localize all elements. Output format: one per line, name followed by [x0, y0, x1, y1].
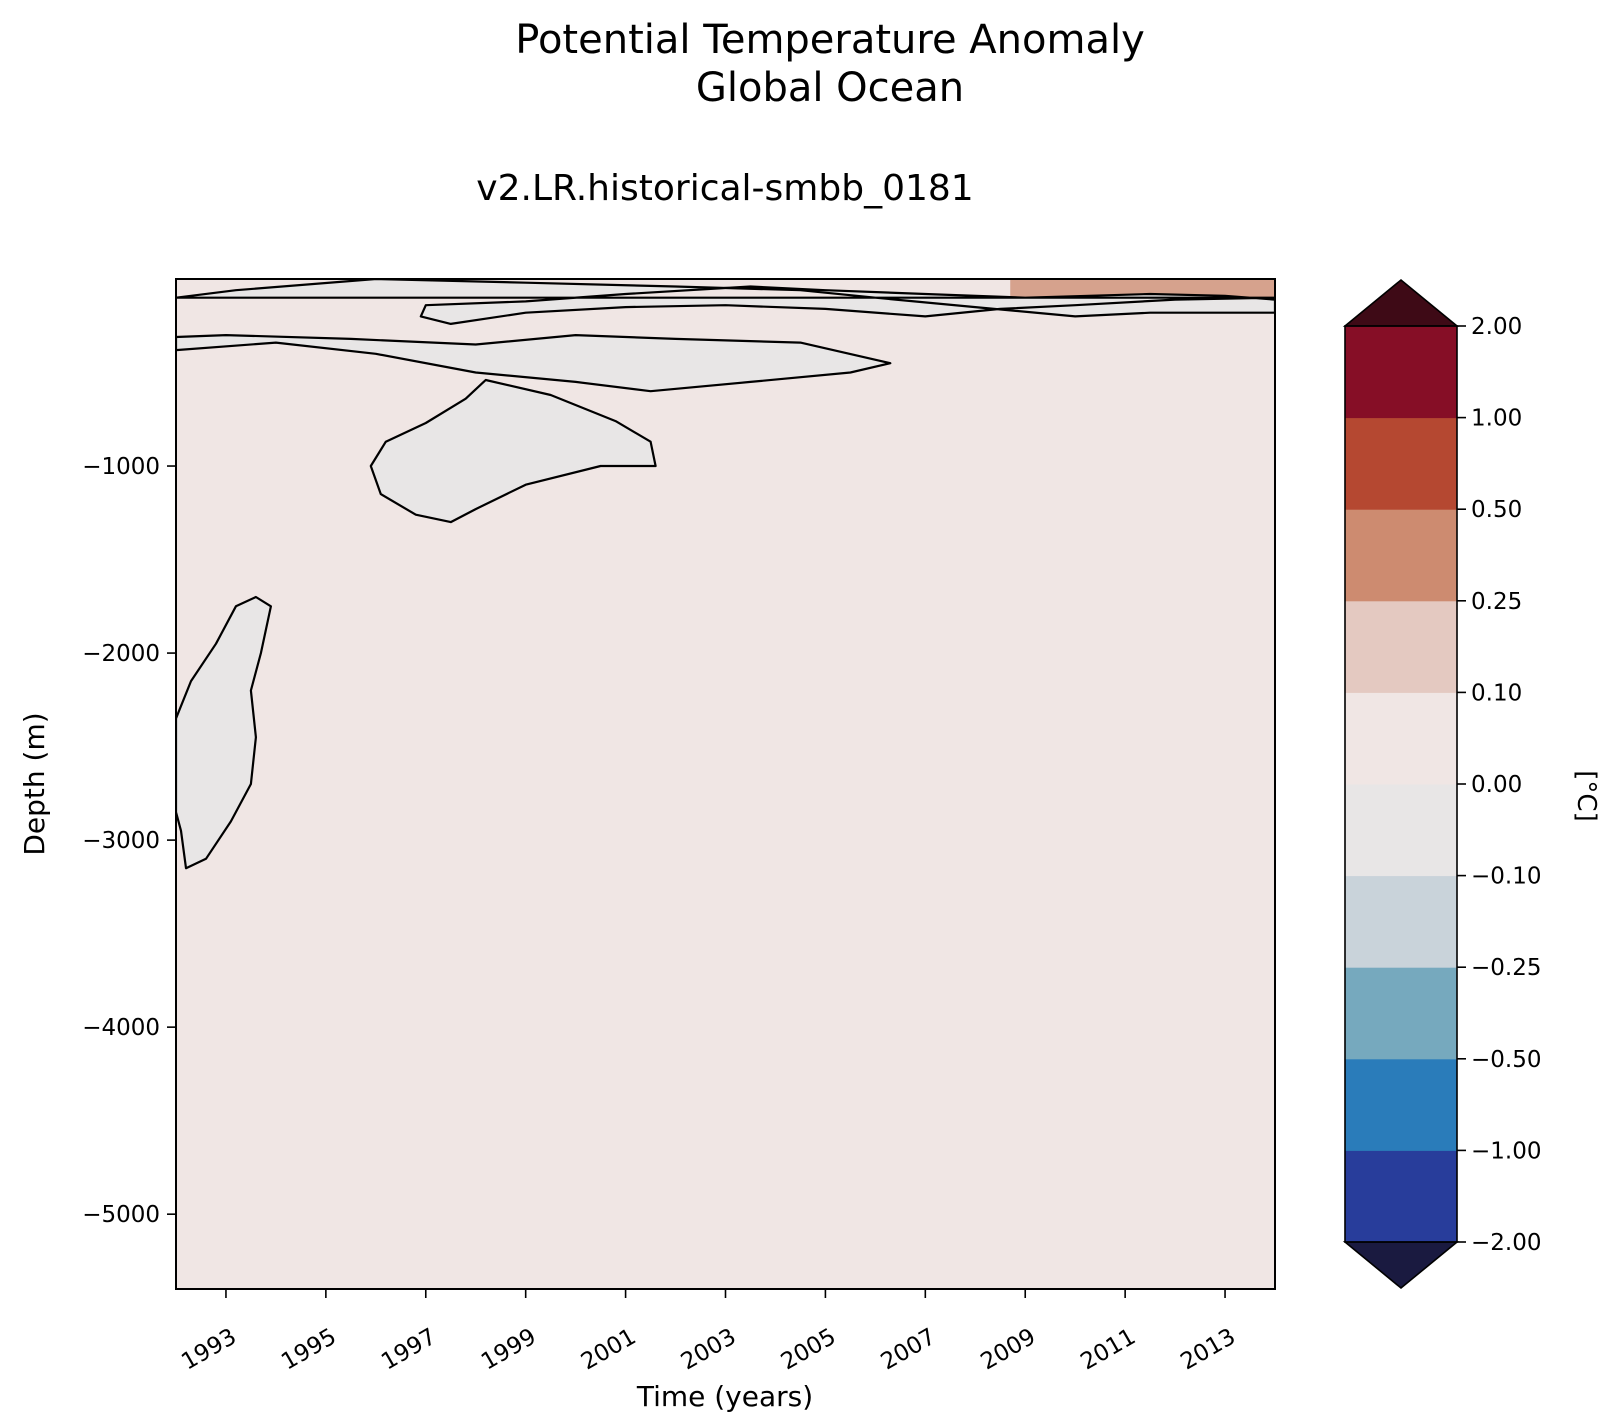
x-tick-label: 1997 — [377, 1324, 441, 1376]
y-tick-label: −2000 — [82, 641, 160, 667]
x-axis-label: Time (years) — [636, 1380, 813, 1413]
x-tick-label: 2007 — [877, 1324, 941, 1376]
x-tick-label: 2009 — [977, 1324, 1041, 1376]
colorbar-segment — [1345, 326, 1457, 419]
colorbar-segment — [1345, 509, 1457, 602]
plot-background — [176, 279, 1275, 1289]
x-tick-label: 2011 — [1076, 1324, 1140, 1376]
x-tick-label: 2001 — [577, 1324, 641, 1376]
colorbar-tick-label: −0.25 — [1471, 955, 1541, 981]
colorbar-segment — [1345, 784, 1457, 877]
deep-negative-patch — [176, 595, 272, 870]
colorbar-tick-label: 0.25 — [1471, 589, 1522, 615]
chart-subtitle: Global Ocean — [695, 65, 965, 111]
colorbar-segment — [1345, 1150, 1457, 1243]
colorbar-tick-label: −0.50 — [1471, 1047, 1541, 1073]
colorbar-segment — [1345, 875, 1457, 968]
colorbar-label: [°C] — [1571, 770, 1601, 821]
colorbar-tick-label: 1.00 — [1471, 406, 1522, 432]
x-tick-label: 1993 — [177, 1324, 241, 1376]
colorbar-under-arrow — [1342, 1241, 1460, 1290]
colorbar-tick-label: 0.10 — [1471, 680, 1522, 706]
contour-regions — [176, 279, 1275, 870]
colorbar-segment — [1345, 600, 1457, 693]
x-tick-label: 2013 — [1176, 1324, 1240, 1376]
surface-warm-patch — [1010, 279, 1275, 298]
colorbar-segment — [1345, 417, 1457, 510]
upper-negative-tongue — [176, 334, 892, 393]
y-tick-label: −5000 — [82, 1202, 160, 1228]
run-label: v2.LR.historical-smbb_0181 — [476, 168, 974, 209]
y-axis-label: Depth (m) — [18, 712, 51, 855]
colorbar-tick-label: 2.00 — [1471, 314, 1522, 340]
y-axis: −1000 −2000 −3000 −4000 −5000 — [82, 454, 176, 1228]
y-tick-label: −4000 — [82, 1015, 160, 1041]
x-tick-label: 1995 — [277, 1324, 341, 1376]
y-tick-label: −1000 — [82, 454, 160, 480]
x-axis: 1993 1995 1997 1999 2001 2003 2005 2007 2009 2011… — [177, 1289, 1240, 1375]
x-tick-label: 2003 — [677, 1324, 741, 1376]
surface-negative-band — [176, 279, 1275, 325]
colorbar-over-arrow — [1342, 278, 1460, 327]
colorbar-segment — [1345, 1058, 1457, 1151]
colorbar-segment — [1345, 692, 1457, 785]
colorbar-tick-label: −0.10 — [1471, 864, 1541, 890]
x-tick-label: 1999 — [477, 1324, 541, 1376]
colorbar-tick-label: −1.00 — [1471, 1138, 1541, 1164]
colorbar-tick-label: 0.50 — [1471, 497, 1522, 523]
colorbar-tick-label: −2.00 — [1471, 1230, 1541, 1256]
colorbar-tick-label: 0.00 — [1471, 772, 1522, 798]
colorbar: −2.00 −1.00 −0.50 −0.25 −0.10 0.00 0.10 0.25 0.5… — [1342, 278, 1541, 1290]
colorbar-segment — [1345, 967, 1457, 1060]
y-tick-label: −3000 — [82, 828, 160, 854]
x-tick-label: 2005 — [777, 1324, 841, 1376]
chart-title: Potential Temperature Anomaly — [515, 17, 1145, 63]
intermediate-negative-lens — [369, 378, 657, 524]
